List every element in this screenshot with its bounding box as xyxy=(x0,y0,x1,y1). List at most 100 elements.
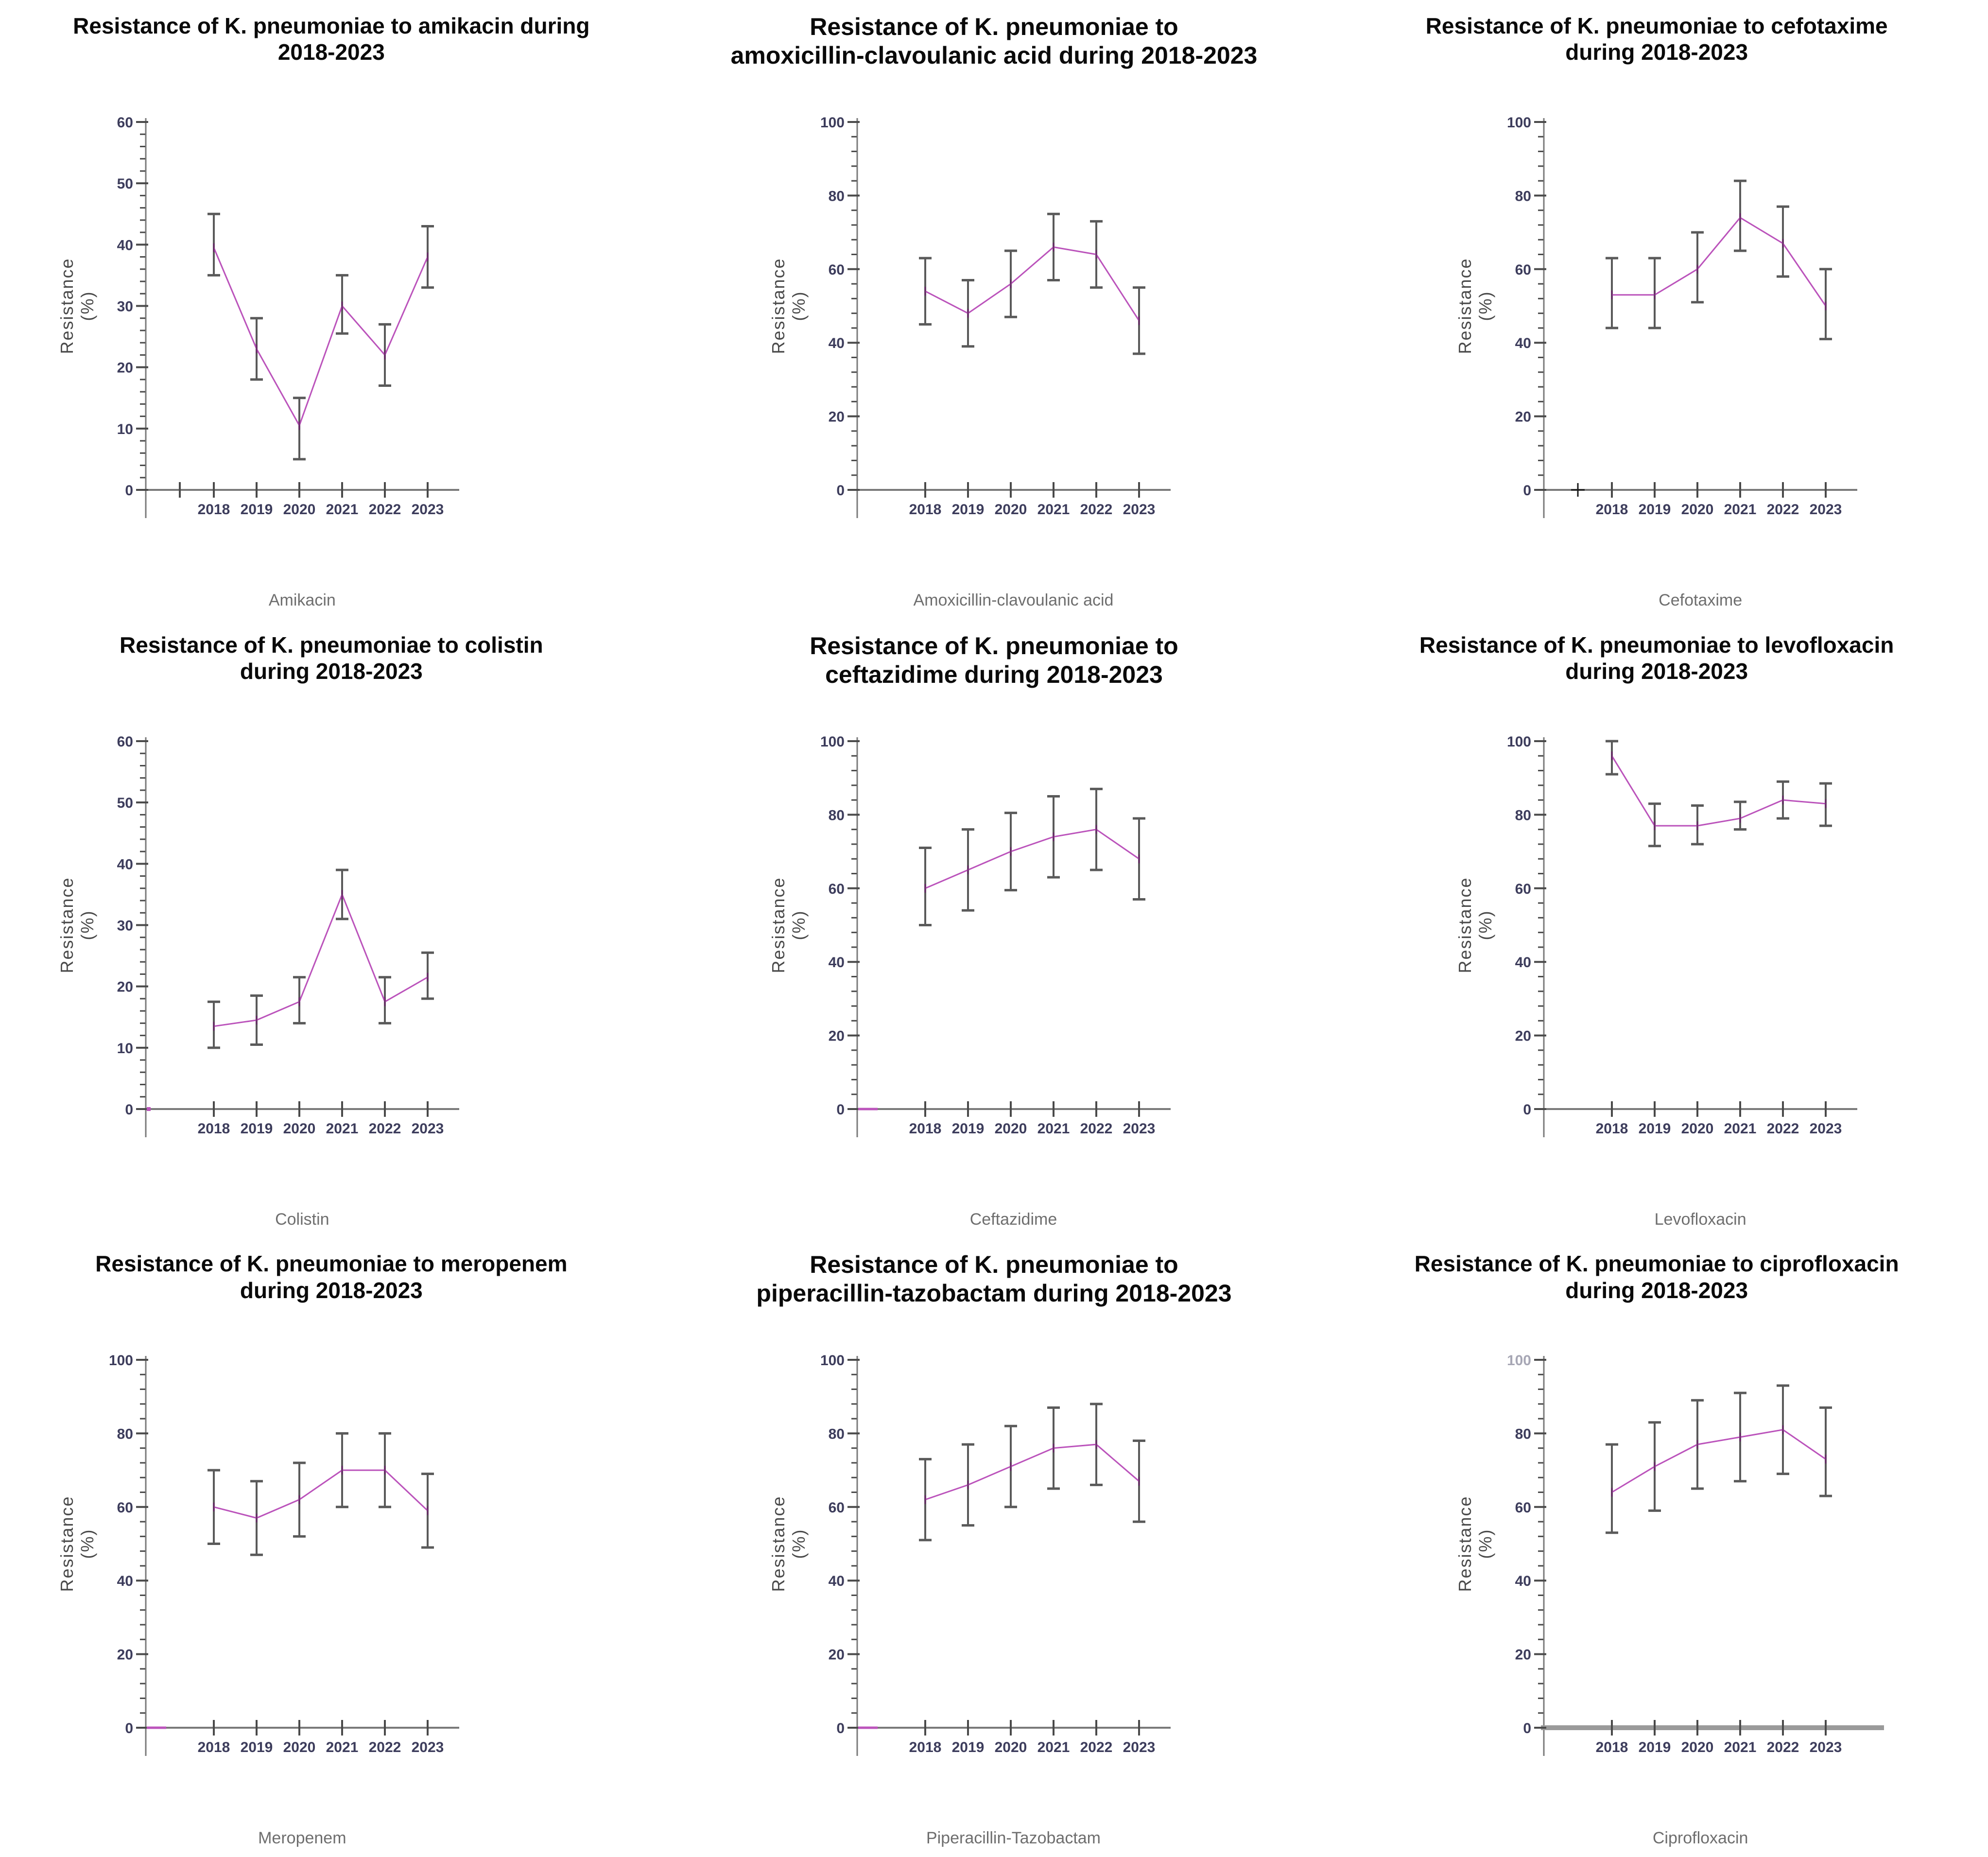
svg-text:80: 80 xyxy=(828,188,844,204)
svg-text:20: 20 xyxy=(828,409,844,425)
svg-text:10: 10 xyxy=(117,421,133,437)
chart-title: Resistance of K. pneumoniae to cefotaxim… xyxy=(1425,13,1888,65)
svg-text:2020: 2020 xyxy=(283,1739,316,1755)
svg-text:50: 50 xyxy=(117,176,133,192)
chart-plot-levofloxacin: 0 20 40 60 80 100 2018 2019 2020 2021 2022 2023 Resi… xyxy=(1455,734,1858,1137)
svg-text:2021: 2021 xyxy=(1037,1739,1070,1755)
chart-plot-piperacillin-tazobactam: 0 20 40 60 80 100 2018 2019 2020 2021 2022 2023 Resi… xyxy=(768,1353,1171,1756)
svg-text:(%): (%) xyxy=(1475,291,1495,321)
svg-text:Resistance: Resistance xyxy=(1455,258,1475,354)
svg-text:40: 40 xyxy=(1515,955,1531,971)
x-axis-label: Piperacillin-Tazobactam xyxy=(926,1829,1101,1848)
chart-title: Resistance of K. pneumoniae to amoxicill… xyxy=(730,13,1258,69)
chart-cell-ceftazidime: Resistance of K. pneumoniae to ceftazidi… xyxy=(663,619,1326,1238)
svg-text:0: 0 xyxy=(836,1102,845,1118)
svg-text:2022: 2022 xyxy=(1080,1121,1112,1137)
svg-text:2022: 2022 xyxy=(369,1739,401,1755)
svg-text:30: 30 xyxy=(117,918,133,934)
chart-plot-amikacin: 0 10 20 30 40 50 60 2018 2019 2020 2021 2022 2023 Res… xyxy=(57,115,459,518)
svg-text:100: 100 xyxy=(1507,115,1531,131)
svg-text:2018: 2018 xyxy=(198,1121,230,1137)
svg-text:2020: 2020 xyxy=(994,502,1027,518)
svg-text:(%): (%) xyxy=(77,1529,97,1559)
svg-text:0: 0 xyxy=(125,1102,133,1118)
svg-text:2023: 2023 xyxy=(412,1121,444,1137)
x-axis-label: Levofloxacin xyxy=(1654,1210,1746,1229)
svg-text:2020: 2020 xyxy=(283,1121,316,1137)
svg-text:30: 30 xyxy=(117,299,133,315)
svg-text:100: 100 xyxy=(1507,734,1531,750)
chart-plot-ceftazidime: 0 20 40 60 80 100 2018 2019 2020 2021 2022 2023 Resi… xyxy=(768,734,1171,1137)
svg-text:Resistance: Resistance xyxy=(1455,1496,1475,1592)
chart-cell-amikacin: Resistance of K. pneumoniae to amikacin … xyxy=(0,0,663,619)
svg-text:2022: 2022 xyxy=(1767,1121,1799,1137)
svg-text:20: 20 xyxy=(117,979,133,995)
svg-text:40: 40 xyxy=(1515,335,1531,351)
svg-text:40: 40 xyxy=(117,856,133,872)
svg-text:20: 20 xyxy=(117,360,133,376)
svg-text:20: 20 xyxy=(117,1647,133,1663)
svg-text:2020: 2020 xyxy=(994,1121,1027,1137)
chart-cell-amoxicillin-clavoulanic-acid: Resistance of K. pneumoniae to amoxicill… xyxy=(663,0,1326,619)
chart-plot-colistin: 0 10 20 30 40 50 60 2018 2019 2020 2021 2022 2023 Res… xyxy=(57,734,459,1137)
svg-text:10: 10 xyxy=(117,1040,133,1056)
svg-text:2023: 2023 xyxy=(412,502,444,518)
svg-text:2018: 2018 xyxy=(909,1121,941,1137)
svg-text:40: 40 xyxy=(1515,1574,1531,1590)
svg-text:2021: 2021 xyxy=(1037,1121,1070,1137)
svg-text:2023: 2023 xyxy=(1810,1121,1842,1137)
svg-text:2022: 2022 xyxy=(1080,1739,1112,1755)
svg-text:(%): (%) xyxy=(789,1529,809,1559)
svg-text:2022: 2022 xyxy=(1767,502,1799,518)
svg-text:2018: 2018 xyxy=(198,1739,230,1755)
svg-text:100: 100 xyxy=(820,734,845,750)
x-axis-label: Amikacin xyxy=(268,591,336,609)
svg-text:2022: 2022 xyxy=(1767,1739,1799,1755)
svg-text:2019: 2019 xyxy=(241,1121,273,1137)
svg-text:2020: 2020 xyxy=(1681,1121,1714,1137)
chart-cell-meropenem: Resistance of K. pneumoniae to meropenem… xyxy=(0,1238,663,1857)
svg-text:(%): (%) xyxy=(77,291,97,321)
svg-text:60: 60 xyxy=(828,262,844,278)
svg-text:60: 60 xyxy=(828,1500,844,1516)
svg-text:40: 40 xyxy=(828,335,844,351)
svg-text:20: 20 xyxy=(1515,1647,1531,1663)
svg-text:80: 80 xyxy=(828,1426,844,1442)
svg-text:2023: 2023 xyxy=(1810,1739,1842,1755)
svg-text:2019: 2019 xyxy=(951,1739,984,1755)
svg-text:50: 50 xyxy=(117,795,133,811)
svg-text:2020: 2020 xyxy=(1681,502,1714,518)
svg-text:(%): (%) xyxy=(789,910,809,940)
svg-text:2021: 2021 xyxy=(326,1121,359,1137)
svg-text:0: 0 xyxy=(125,483,133,499)
svg-text:0: 0 xyxy=(1523,1720,1532,1736)
svg-text:2020: 2020 xyxy=(1681,1739,1714,1755)
svg-text:100: 100 xyxy=(820,1353,845,1369)
chart-title: Resistance of K. pneumoniae to amikacin … xyxy=(73,13,590,65)
chart-cell-cefotaxime: Resistance of K. pneumoniae to cefotaxim… xyxy=(1325,0,1988,619)
chart-title: Resistance of K. pneumoniae to colistin … xyxy=(120,632,543,684)
svg-text:2019: 2019 xyxy=(1639,502,1671,518)
svg-text:20: 20 xyxy=(1515,1028,1531,1044)
svg-text:0: 0 xyxy=(836,1720,845,1736)
svg-text:0: 0 xyxy=(836,483,845,499)
svg-text:2021: 2021 xyxy=(1037,502,1070,518)
svg-text:2022: 2022 xyxy=(369,502,401,518)
svg-text:100: 100 xyxy=(109,1353,133,1369)
svg-text:(%): (%) xyxy=(1475,1529,1495,1559)
x-axis-label: Ciprofloxacin xyxy=(1652,1829,1748,1848)
svg-text:2018: 2018 xyxy=(1596,1121,1628,1137)
svg-text:Resistance: Resistance xyxy=(768,877,788,973)
svg-text:2022: 2022 xyxy=(1080,502,1112,518)
chart-title: Resistance of K. pneumoniae to ciproflox… xyxy=(1414,1251,1899,1303)
svg-text:80: 80 xyxy=(1515,1426,1531,1442)
svg-text:2018: 2018 xyxy=(1596,502,1628,518)
svg-text:100: 100 xyxy=(1507,1353,1531,1369)
svg-text:(%): (%) xyxy=(77,910,97,940)
svg-text:60: 60 xyxy=(117,115,133,131)
svg-text:Resistance: Resistance xyxy=(768,258,788,354)
svg-text:80: 80 xyxy=(1515,807,1531,823)
svg-text:2023: 2023 xyxy=(1123,1121,1155,1137)
svg-text:2021: 2021 xyxy=(326,1739,359,1755)
svg-text:2023: 2023 xyxy=(412,1739,444,1755)
